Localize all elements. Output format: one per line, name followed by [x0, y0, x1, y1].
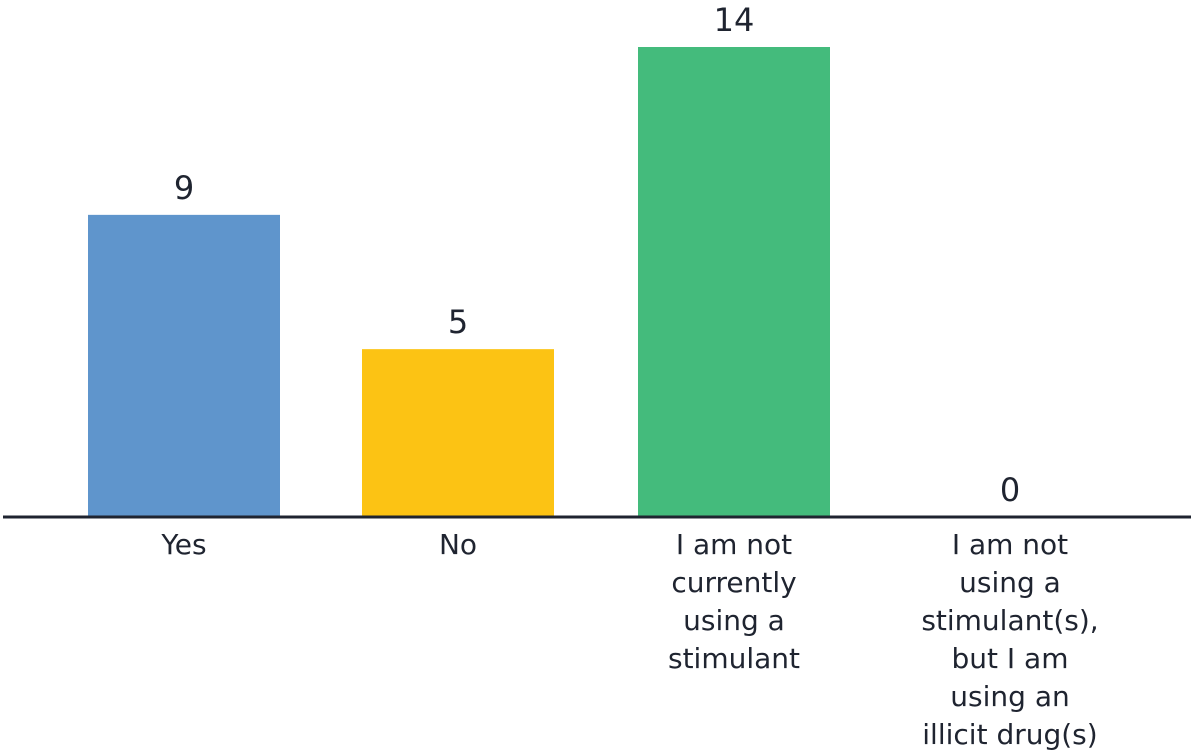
category-label-3-line-3: but I am [952, 642, 1069, 675]
bar-value-label-0: 9 [174, 169, 194, 207]
category-label-3-line-0: I am not [952, 528, 1068, 561]
bar-2 [638, 47, 830, 517]
bars-group [88, 47, 830, 517]
bar-value-label-1: 5 [448, 303, 468, 341]
bar-1 [362, 349, 554, 517]
category-label-2-line-2: using a [683, 604, 785, 637]
category-label-3-line-4: using an [950, 680, 1069, 713]
value-labels-group: 9 5 14 0 [174, 1, 1020, 509]
bar-0 [88, 214, 280, 517]
category-label-0-line-0: Yes [160, 528, 206, 561]
bar-value-label-2: 14 [714, 1, 755, 39]
category-label-2-line-1: currently [671, 566, 796, 599]
category-label-2-line-0: I am not [676, 528, 792, 561]
category-label-1-line-0: No [439, 528, 477, 561]
category-label-3-line-5: illicit drug(s) [922, 718, 1097, 751]
category-label-3-line-1: using a [959, 566, 1061, 599]
category-label-2-line-3: stimulant [668, 642, 800, 675]
category-label-3-line-2: stimulant(s), [921, 604, 1098, 637]
category-labels-group: Yes No I am not currently using a stimulant I … [160, 528, 1098, 751]
bar-value-label-3: 0 [1000, 471, 1020, 509]
